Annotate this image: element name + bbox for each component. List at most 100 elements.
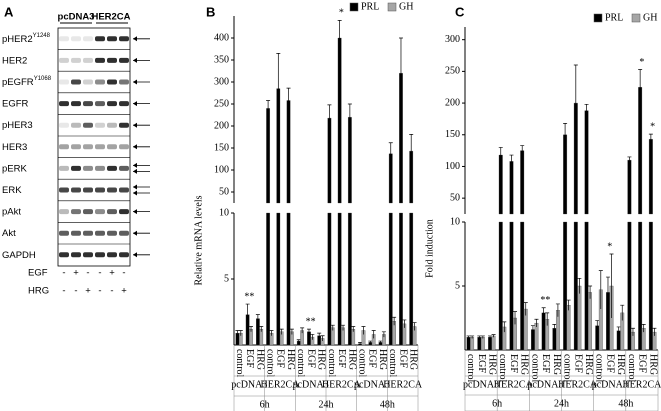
- row-label: pHER2Y1248: [2, 32, 51, 44]
- y-tick-label: 150: [445, 129, 460, 140]
- error-bar: [412, 322, 417, 331]
- band: [95, 79, 105, 85]
- error-bar: [398, 37, 403, 109]
- error-bar: [498, 147, 503, 163]
- band: [107, 230, 117, 236]
- error-bar: [388, 142, 393, 165]
- error-bar: [513, 311, 518, 325]
- x-tick-label: EGF: [604, 354, 615, 373]
- row-name: pHER2: [2, 33, 33, 44]
- band: [83, 252, 93, 258]
- bar: [584, 110, 589, 351]
- row-sup: Y1068: [34, 76, 52, 82]
- time-label: 48h: [618, 398, 633, 409]
- error-bar: [520, 145, 525, 156]
- band: [107, 57, 117, 63]
- band: [95, 165, 105, 171]
- y-tick-label: 100: [214, 164, 229, 175]
- bar: [266, 108, 270, 346]
- error-bar: [341, 324, 346, 331]
- x-tick-label: control: [626, 354, 637, 383]
- band: [59, 209, 69, 215]
- x-tick-label: control: [295, 349, 306, 378]
- band: [119, 101, 129, 107]
- x-tick-label: HRG: [487, 354, 498, 375]
- x-tick-label: EGF: [336, 349, 347, 368]
- arrow-head: [133, 162, 137, 168]
- error-bar: [300, 327, 305, 334]
- band: [95, 144, 105, 150]
- row-name: pEGFR: [2, 77, 34, 88]
- treatment-sign: -: [74, 286, 77, 297]
- band: [71, 79, 81, 85]
- bar: [509, 161, 514, 351]
- x-tick-label: HRG: [647, 354, 658, 375]
- annotation: **: [244, 291, 254, 302]
- error-bar: [286, 87, 291, 113]
- band: [107, 165, 117, 171]
- band: [83, 36, 93, 42]
- error-bar: [279, 328, 284, 335]
- x-tick-label: HRG: [346, 349, 357, 370]
- band: [95, 57, 105, 63]
- y-axis-label: Relative mRNA levels: [193, 195, 204, 285]
- legend-swatch: [631, 13, 641, 23]
- bar: [388, 153, 393, 346]
- x-tick-label: EGF: [367, 349, 378, 368]
- legend-label: PRL: [605, 12, 623, 23]
- error-bar: [652, 327, 657, 336]
- error-bar: [563, 123, 568, 147]
- arrow-head: [133, 190, 137, 196]
- treatment-sign: -: [110, 286, 113, 297]
- annotation: *: [639, 57, 644, 68]
- band: [95, 187, 105, 193]
- arrow-head: [133, 57, 137, 63]
- band: [83, 101, 93, 107]
- row-label: HER2: [2, 55, 27, 66]
- x-tick-label: control: [562, 354, 573, 383]
- time-label: 24h: [554, 398, 569, 409]
- row-label: EGFR: [2, 98, 29, 109]
- y-tick-label: 350: [214, 54, 229, 65]
- y-tick-label: 10: [450, 216, 460, 227]
- error-bar: [620, 304, 625, 321]
- band: [119, 144, 129, 150]
- treatment-sign: -: [86, 268, 89, 279]
- cell-line-label: pcDNA3: [463, 379, 499, 390]
- x-tick-label: EGF: [397, 349, 408, 368]
- row-name: HER2: [2, 55, 27, 66]
- band: [95, 230, 105, 236]
- band: [119, 187, 129, 193]
- error-bar: [402, 319, 407, 328]
- error-bar: [523, 302, 528, 316]
- x-tick-label: HRG: [316, 349, 327, 370]
- band: [119, 36, 129, 42]
- x-tick-label: EGF: [275, 349, 286, 368]
- bar: [276, 88, 281, 346]
- cell-line-label: pcDNA3: [354, 379, 390, 390]
- legend-label: PRL: [361, 1, 379, 12]
- band: [71, 101, 81, 107]
- arrow-head: [133, 101, 137, 107]
- error-bar: [337, 20, 342, 56]
- error-bar: [269, 330, 274, 336]
- error-bar: [573, 64, 578, 142]
- error-bar: [276, 53, 281, 124]
- error-bar: [351, 326, 356, 332]
- x-tick-label: control: [529, 354, 540, 383]
- band: [59, 79, 69, 85]
- y-tick-label: 150: [214, 142, 229, 153]
- band: [71, 36, 81, 42]
- error-bar: [245, 303, 250, 326]
- error-bar: [330, 324, 335, 331]
- band: [83, 230, 93, 236]
- band: [59, 187, 69, 193]
- band: [59, 36, 69, 42]
- band: [71, 122, 81, 128]
- error-bar: [347, 103, 352, 131]
- y-tick-label: 250: [214, 98, 229, 109]
- y-tick-label: 5: [224, 273, 229, 284]
- band: [95, 209, 105, 215]
- group-label: pcDNA3: [58, 12, 95, 23]
- x-tick-label: control: [326, 349, 337, 378]
